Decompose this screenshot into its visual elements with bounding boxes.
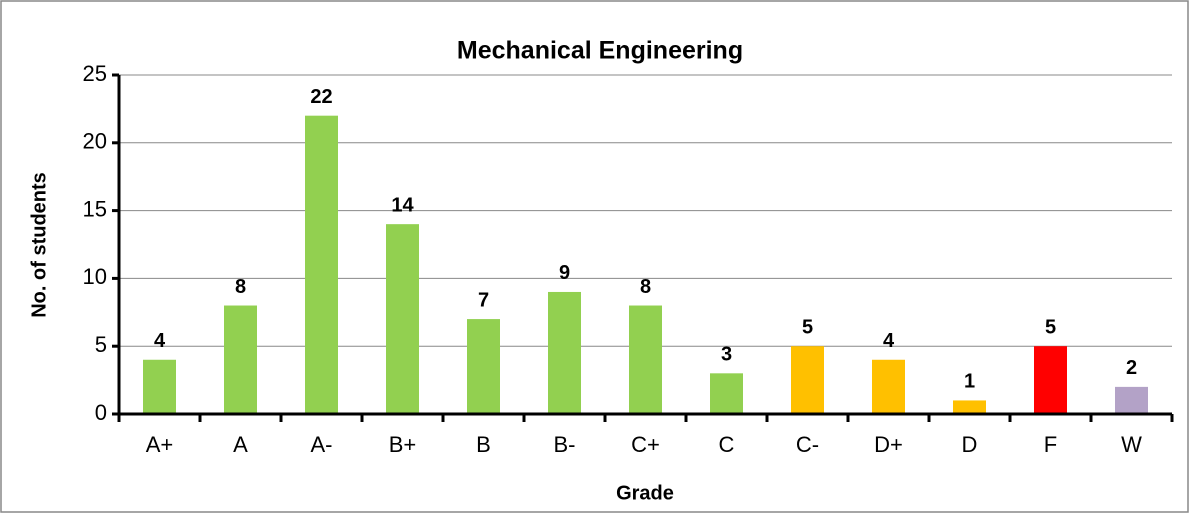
bar [305, 115, 338, 415]
bar [1034, 346, 1067, 414]
x-axis-label: Grade [616, 482, 674, 504]
x-tick-label: C+ [631, 432, 660, 457]
bar [143, 359, 176, 414]
y-tick-label: 20 [83, 129, 107, 154]
data-label: 8 [640, 276, 651, 298]
bar [953, 400, 986, 414]
data-label: 14 [391, 194, 414, 216]
y-tick-label: 25 [83, 61, 107, 86]
data-label: 4 [883, 330, 895, 352]
x-tick-label: D+ [874, 432, 903, 457]
data-label: 1 [964, 371, 975, 393]
data-label: 8 [235, 276, 246, 298]
x-tick-label: A+ [146, 432, 174, 457]
x-tick-label: C [719, 432, 735, 457]
y-tick-label: 5 [95, 332, 107, 357]
y-tick-label: 0 [95, 400, 107, 425]
bar [548, 291, 581, 414]
data-label: 5 [1045, 316, 1056, 338]
bar [791, 346, 824, 414]
x-tick-label: A [233, 432, 248, 457]
x-tick-label: A- [311, 432, 333, 457]
x-tick-label: B- [554, 432, 576, 457]
data-label: 4 [154, 330, 166, 352]
bar [872, 359, 905, 414]
chart-title: Mechanical Engineering [457, 37, 743, 65]
data-label: 22 [310, 86, 332, 108]
x-tick-label: C- [796, 432, 819, 457]
x-tick-label: B [476, 432, 491, 457]
y-tick-label: 10 [83, 264, 107, 289]
data-label: 9 [559, 262, 570, 284]
bar [224, 305, 257, 414]
y-axis-label: No. of students [28, 172, 50, 318]
data-label: 2 [1126, 357, 1137, 379]
x-tick-label: W [1121, 432, 1142, 457]
data-label: 5 [802, 316, 813, 338]
x-tick-label: F [1044, 432, 1057, 457]
bar [629, 305, 662, 414]
bar [1115, 386, 1148, 414]
data-label: 3 [721, 344, 732, 366]
bar [467, 319, 500, 414]
bar [710, 373, 743, 414]
data-label: 7 [478, 289, 489, 311]
y-tick-label: 15 [83, 196, 107, 221]
bar [386, 224, 419, 414]
x-tick-label: B+ [389, 432, 417, 457]
x-tick-label: D [962, 432, 978, 457]
